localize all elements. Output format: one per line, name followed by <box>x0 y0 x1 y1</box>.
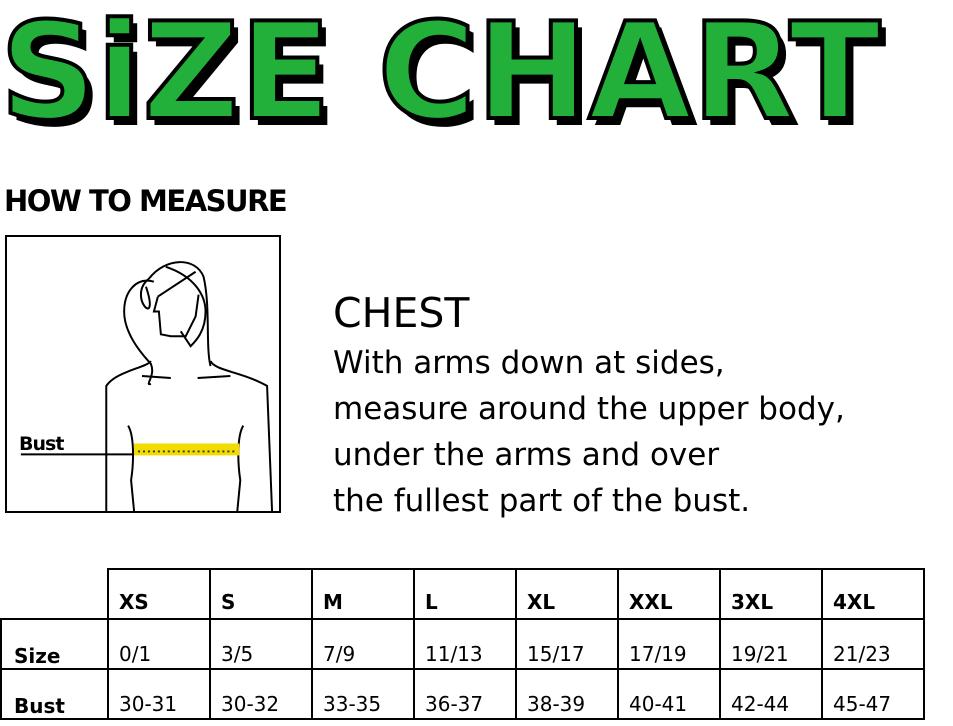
size-header: XS <box>107 568 211 620</box>
table-row: Size 0/1 3/5 7/9 11/13 15/17 17/19 19/21… <box>0 618 925 670</box>
table-cell: 7/9 <box>311 618 415 670</box>
table-row: Bust 30-31 30-32 33-35 36-37 38-39 40-41… <box>0 668 925 720</box>
empty-corner-cell <box>1 569 108 620</box>
table-cell: 19/21 <box>719 618 823 670</box>
table-cell: 45-47 <box>821 668 925 720</box>
table-cell: 38-39 <box>515 668 619 720</box>
table-cell: 40-41 <box>617 668 721 720</box>
instruction-line: under the arms and over <box>333 437 720 473</box>
table-cell: 15/17 <box>515 618 619 670</box>
table-cell: 30-32 <box>209 668 313 720</box>
table-cell: 3/5 <box>209 618 313 670</box>
size-header: 3XL <box>719 568 823 620</box>
instruction-line: measure around the upper body, <box>333 391 845 427</box>
table-cell: 0/1 <box>107 618 211 670</box>
size-header: S <box>209 568 313 620</box>
chest-instructions: With arms down at sides, measure around … <box>333 340 845 524</box>
table-cell: 36-37 <box>413 668 517 720</box>
size-table: XS S M L XL XXL 3XL 4XL Size 0/1 3/5 7/9… <box>0 568 925 720</box>
table-cell: 21/23 <box>821 618 925 670</box>
table-cell: 11/13 <box>413 618 517 670</box>
size-header: 4XL <box>821 568 925 620</box>
size-chart-title: SiZE CHART <box>0 0 883 152</box>
instruction-line: the fullest part of the bust. <box>333 483 751 519</box>
size-header: XXL <box>617 568 721 620</box>
woman-figure-icon <box>20 261 274 511</box>
table-cell: 42-44 <box>719 668 823 720</box>
size-header: L <box>413 568 517 620</box>
measurement-illustration: Bust <box>5 235 281 513</box>
table-cell: 30-31 <box>107 668 211 720</box>
instruction-line: With arms down at sides, <box>333 345 725 381</box>
table-cell: 17/19 <box>617 618 721 670</box>
table-header-row: XS S M L XL XXL 3XL 4XL <box>1 568 925 620</box>
size-header: XL <box>515 568 619 620</box>
row-label: Bust <box>0 668 109 720</box>
chest-heading: CHEST <box>333 289 470 337</box>
size-header: M <box>311 568 415 620</box>
row-label: Size <box>0 618 109 670</box>
table-cell: 33-35 <box>311 668 415 720</box>
how-to-measure-heading: HOW TO MEASURE <box>4 184 288 218</box>
bust-label: Bust <box>19 433 64 455</box>
